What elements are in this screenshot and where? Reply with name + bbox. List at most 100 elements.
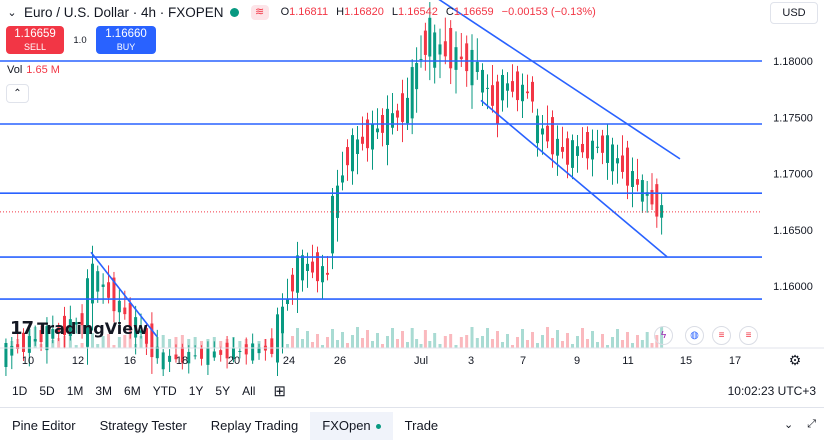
sell-price: 1.16659 [14, 28, 56, 40]
volume-bar [80, 343, 84, 348]
symbol-title[interactable]: Euro / U.S. Dollar · 4h · FXOPEN [24, 4, 224, 20]
tab-replay-trading[interactable]: Replay Trading [210, 418, 299, 433]
volume-bar [96, 344, 100, 348]
candle-body [331, 195, 334, 254]
candle-body [459, 56, 463, 60]
tab-fxopen[interactable]: FXOpen [310, 412, 393, 440]
volume-bar [631, 343, 634, 348]
x-tick-label: 9 [574, 355, 580, 367]
candle-body [491, 85, 494, 106]
tab-strategy-tester[interactable]: Strategy Tester [99, 418, 187, 433]
calendar-goto-icon[interactable]: ⊞ [273, 383, 286, 400]
candle-body [281, 306, 284, 334]
range-6m-button[interactable]: 6M [124, 384, 141, 398]
ohlc-readout: O1.16811 H1.16820 L1.16542 C1.16659 −0.0… [281, 6, 601, 18]
volume-bar [180, 335, 184, 348]
ohlc-open-label: O [280, 6, 290, 18]
volume-legend: Vol 1.65 M [7, 64, 60, 76]
panel-divider [0, 407, 824, 408]
candle-body [366, 119, 369, 149]
candle-body [96, 271, 100, 292]
volume-bar [640, 340, 644, 348]
candle-body [33, 339, 37, 342]
candle-body [286, 299, 289, 304]
range-ytd-button[interactable]: YTD [152, 384, 177, 398]
volume-bar [101, 336, 105, 348]
candle-body [361, 136, 364, 144]
volume-bar [336, 340, 339, 348]
maximize-panel-icon[interactable]: ⤢ [807, 418, 816, 430]
volume-bar [301, 339, 304, 348]
volume-bar [376, 333, 379, 348]
candle-body [45, 326, 49, 351]
volume-bar [91, 333, 94, 348]
tradingview-logo[interactable]: 17 TradingView [10, 318, 148, 339]
range-3m-button[interactable]: 3M [95, 384, 113, 398]
candle-body [521, 84, 524, 102]
volume-bar [401, 331, 404, 348]
range-5d-button[interactable]: 5D [39, 384, 55, 398]
volume-bar [556, 330, 559, 348]
volume-bar [491, 339, 494, 348]
price-chart[interactable]: 1.180001.174401.168251.162571.158841.166… [0, 0, 824, 376]
candle-body [91, 263, 94, 304]
candle-body [516, 71, 519, 101]
candle-body [556, 138, 559, 156]
candle-body [470, 49, 474, 86]
candle-body [501, 74, 504, 101]
candle-body [296, 255, 299, 293]
tab-pine-editor[interactable]: Pine Editor [12, 418, 76, 433]
candle-body [306, 263, 309, 271]
candle-body [86, 278, 89, 347]
currency-selector[interactable]: USD [770, 2, 818, 24]
volume-bar [481, 336, 484, 348]
volume-bar [586, 339, 589, 348]
volume-bar [449, 334, 453, 348]
candle-body [27, 336, 31, 353]
candle-body [107, 282, 111, 298]
volume-bar [465, 335, 469, 348]
volume-bar [551, 338, 554, 348]
candle-body [511, 81, 514, 92]
candle-body [616, 158, 619, 164]
buy-button[interactable]: 1.16660 BUY [96, 26, 156, 54]
candle-body [316, 252, 319, 282]
volume-bar [611, 337, 614, 348]
candle-body [536, 115, 539, 144]
collapse-chevron-icon[interactable]: ⌄ [7, 6, 17, 19]
volume-bar [306, 331, 309, 348]
candle-body [341, 175, 344, 183]
candle-body [134, 317, 138, 338]
volume-bar [423, 330, 427, 348]
candle-body [621, 155, 624, 172]
x-tick-label: 20 [228, 355, 240, 367]
channel-upper-line [438, 0, 681, 160]
us-flag-icon[interactable]: ≡ [712, 326, 731, 345]
price-axis-panel [762, 24, 824, 376]
range-1y-button[interactable]: 1Y [188, 384, 204, 398]
indicator-wave-icon[interactable]: ≋ [250, 4, 269, 20]
us-flag-icon[interactable]: ≡ [739, 326, 758, 345]
x-tick-label: 16 [124, 355, 136, 367]
globe-icon[interactable]: ◍ [685, 326, 704, 345]
x-tick-label: 17 [729, 355, 741, 367]
collapse-legend-button[interactable]: ⌃ [6, 84, 29, 103]
timezone-clock[interactable]: 10:02:23 UTC+3 [727, 384, 816, 398]
candle-body [655, 184, 659, 217]
volume-bar [521, 329, 524, 348]
candle-body [626, 147, 629, 186]
volume-bar [443, 336, 447, 348]
range-1m-button[interactable]: 1M [66, 384, 84, 398]
candle-body [465, 43, 469, 72]
settings-gear-icon[interactable]: ⚙ [789, 352, 802, 368]
ohlc-close-value: 1.16659 [453, 6, 494, 18]
lightning-icon[interactable]: ϟ [654, 326, 673, 345]
sell-button[interactable]: 1.16659 SELL [6, 26, 64, 54]
volume-bar [331, 329, 334, 348]
range-5y-button[interactable]: 5Y [215, 384, 231, 398]
tab-trade[interactable]: Trade [404, 418, 439, 433]
range-all-button[interactable]: All [242, 384, 256, 398]
candle-body [187, 351, 191, 364]
collapse-panel-icon[interactable]: ⌄ [783, 419, 794, 431]
range-1d-button[interactable]: 1D [12, 384, 28, 398]
